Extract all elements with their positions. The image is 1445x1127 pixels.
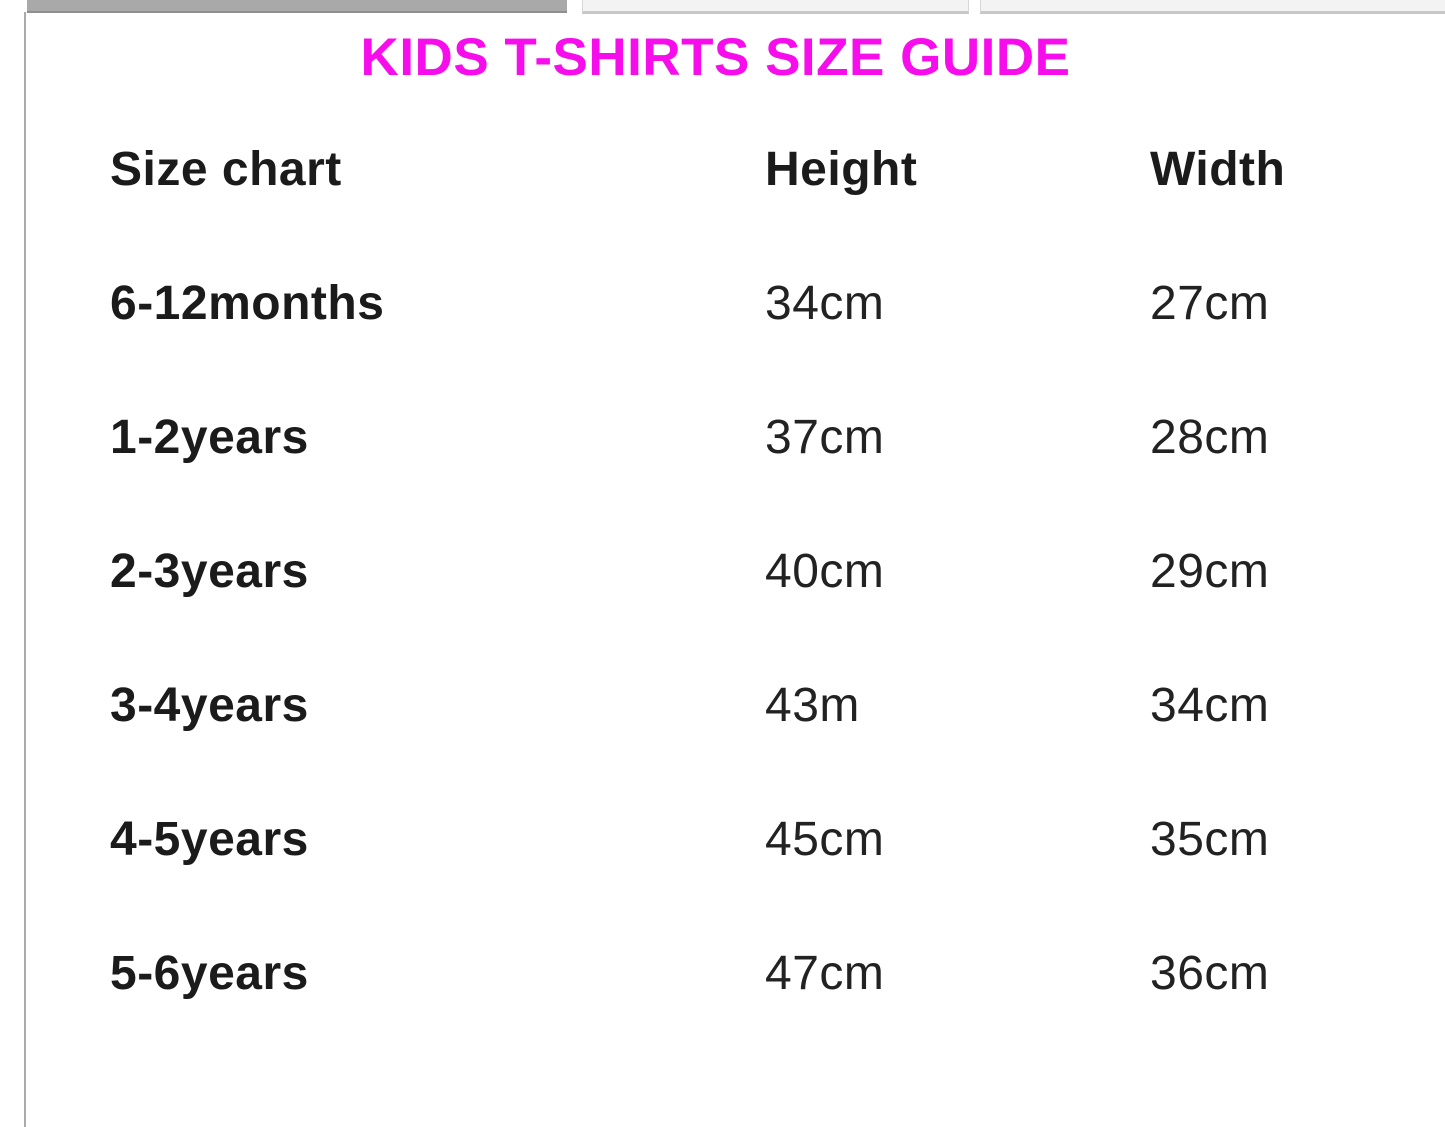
top-bar-light-segment-right bbox=[980, 0, 1445, 14]
width-cell: 34cm bbox=[1150, 678, 1270, 732]
width-cell: 27cm bbox=[1150, 276, 1270, 330]
width-cell: 28cm bbox=[1150, 410, 1270, 464]
height-cell: 37cm bbox=[765, 410, 885, 464]
size-guide-panel: KIDS T-SHIRTS SIZE GUIDE Size chart Heig… bbox=[26, 14, 1445, 1127]
size-cell: 3-4years bbox=[110, 678, 309, 732]
top-bar-light-segment-left bbox=[582, 0, 969, 14]
size-guide-title: KIDS T-SHIRTS SIZE GUIDE bbox=[360, 28, 1071, 87]
height-cell: 47cm bbox=[765, 946, 885, 1000]
top-bar-dark-segment bbox=[27, 0, 567, 13]
width-cell: 36cm bbox=[1150, 946, 1270, 1000]
height-cell: 45cm bbox=[765, 812, 885, 866]
height-cell: 43m bbox=[765, 678, 860, 732]
column-header-height: Height bbox=[765, 142, 918, 196]
column-header-width: Width bbox=[1150, 142, 1286, 196]
size-cell: 1-2years bbox=[110, 410, 309, 464]
size-cell: 5-6years bbox=[110, 946, 309, 1000]
width-cell: 29cm bbox=[1150, 544, 1270, 598]
height-cell: 40cm bbox=[765, 544, 885, 598]
width-cell: 35cm bbox=[1150, 812, 1270, 866]
size-cell: 6-12months bbox=[110, 276, 385, 330]
size-cell: 4-5years bbox=[110, 812, 309, 866]
column-header-size-chart: Size chart bbox=[110, 142, 342, 196]
size-cell: 2-3years bbox=[110, 544, 309, 598]
size-guide-table: Size chart Height Width 6-12months 34cm … bbox=[110, 102, 1445, 1040]
height-cell: 34cm bbox=[765, 276, 885, 330]
panel-left-border bbox=[24, 12, 26, 1127]
